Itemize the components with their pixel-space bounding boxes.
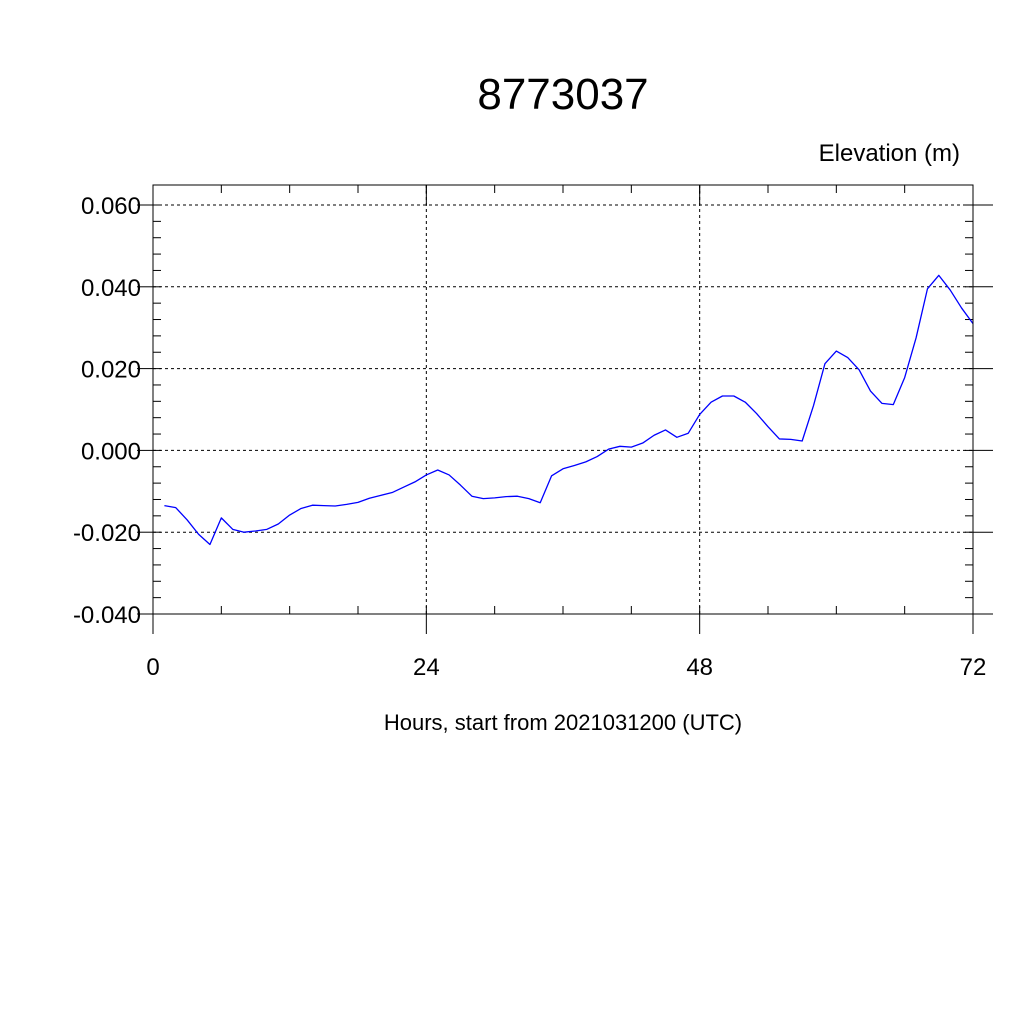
y-axis-label: Elevation (m) — [819, 140, 960, 167]
series-layer — [164, 274, 974, 546]
y-tick-label: 0.000 — [81, 438, 141, 465]
x-tick-label: 72 — [960, 654, 987, 681]
y-tick-label: 0.040 — [81, 275, 141, 302]
x-tick-label: 0 — [146, 654, 159, 681]
chart-title: 8773037 — [477, 70, 648, 119]
y-tick-label: 0.060 — [81, 193, 141, 220]
y-tick-label: -0.040 — [73, 602, 141, 629]
series-line — [164, 274, 974, 546]
x-axis-label: Hours, start from 2021031200 (UTC) — [384, 710, 742, 735]
x-tick-label: 24 — [413, 654, 440, 681]
x-tick-label: 48 — [686, 654, 713, 681]
tick-labels: -0.040 -0.020 0.000 0.020 0.040 0.060 0 24 48 72 — [73, 193, 986, 681]
axis-ticks — [137, 185, 993, 634]
y-tick-label: -0.020 — [73, 520, 141, 547]
plot-frame — [152, 184, 974, 615]
y-tick-label: 0.020 — [81, 357, 141, 384]
